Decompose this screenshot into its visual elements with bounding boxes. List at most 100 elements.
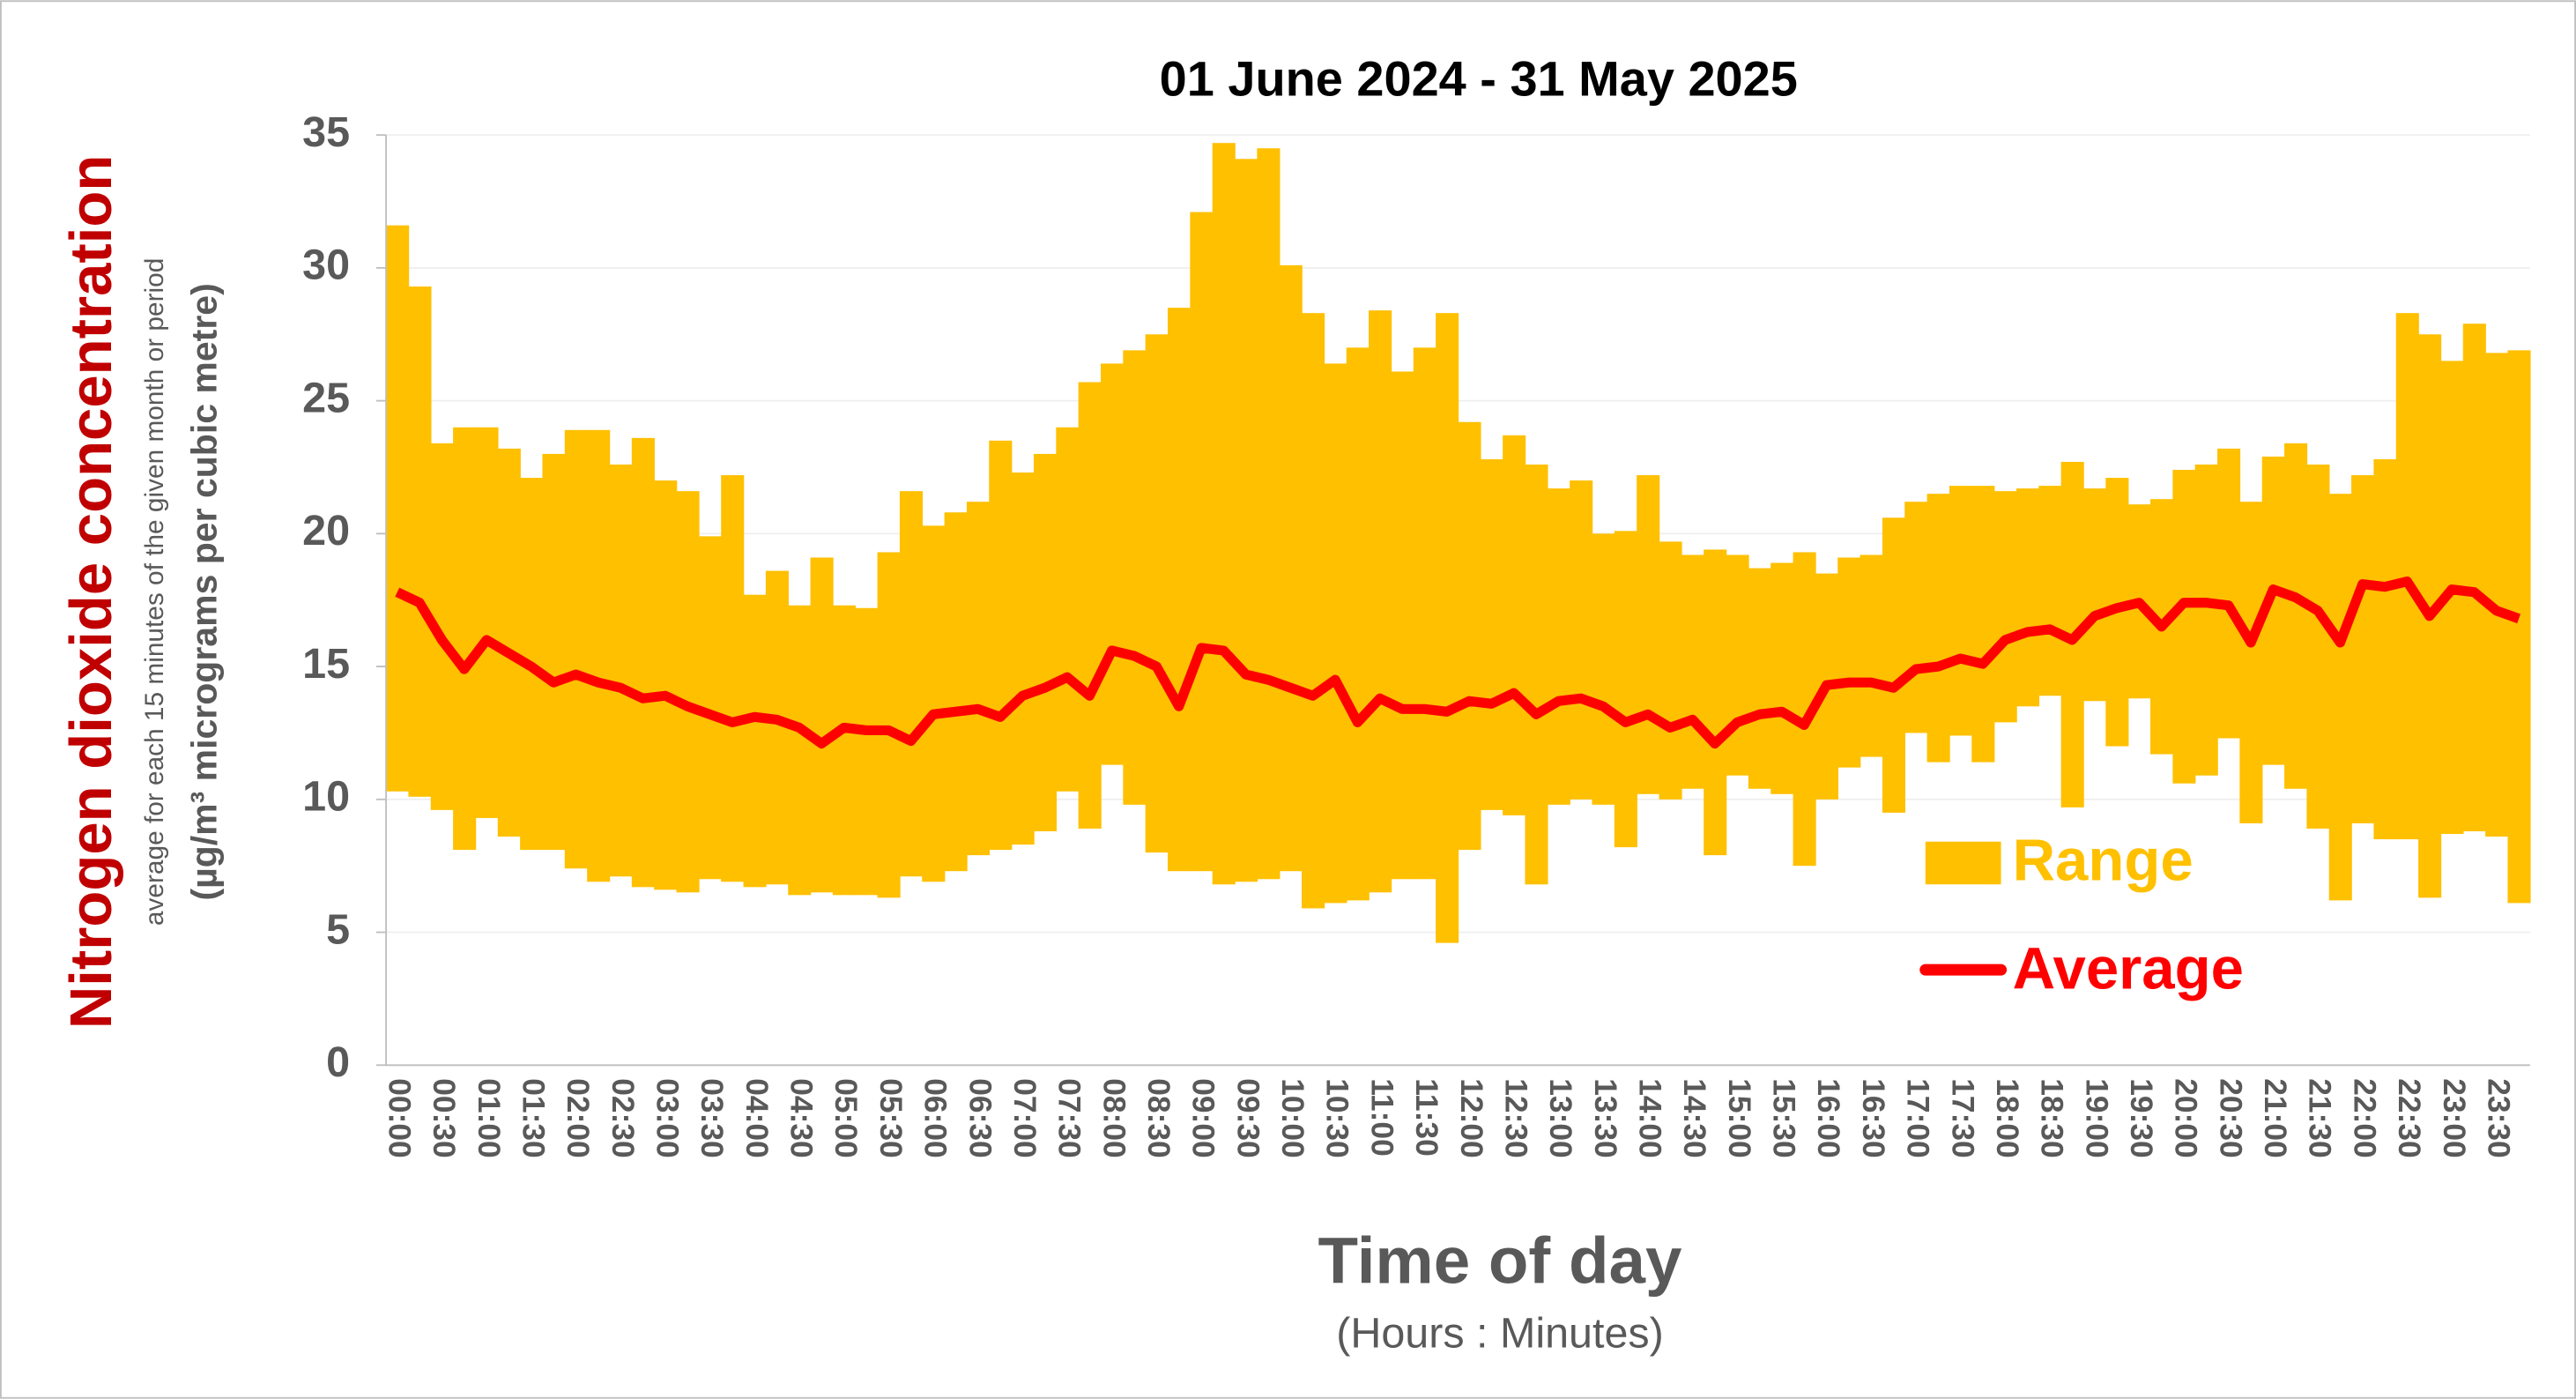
- range-bar: [721, 475, 745, 882]
- x-tick-label: 17:30: [1945, 1078, 1980, 1158]
- x-tick-label: 21:00: [2258, 1078, 2293, 1158]
- range-bar: [1993, 491, 2017, 723]
- y-tick-label: 5: [326, 905, 350, 953]
- range-bar: [2351, 475, 2375, 823]
- x-tick-label: 23:00: [2437, 1078, 2472, 1158]
- range-bar: [1033, 453, 1058, 831]
- range-bar: [1391, 371, 1414, 880]
- range-bar: [1324, 363, 1347, 904]
- range-bar: [1436, 313, 1459, 943]
- range-bar: [1949, 486, 1973, 736]
- range-bar: [1614, 531, 1637, 848]
- x-tick-label: 03:30: [694, 1078, 730, 1158]
- range-bar: [899, 491, 924, 877]
- range-bar: [386, 225, 410, 792]
- range-bar: [1748, 568, 1771, 789]
- y-subtitle: average for each 15 minutes of the given…: [140, 258, 169, 926]
- x-tick-label: 09:00: [1186, 1078, 1221, 1158]
- range-bar: [2239, 502, 2263, 823]
- y-units: (µg/m³ micrograms per cubic metre): [184, 283, 225, 900]
- x-tick-label: 19:30: [2124, 1078, 2159, 1158]
- x-tick-label: 15:00: [1722, 1078, 1757, 1158]
- range-bar: [1011, 473, 1035, 845]
- range-bar: [832, 605, 856, 896]
- x-tick-label: 14:00: [1632, 1078, 1667, 1158]
- range-bar: [542, 453, 566, 851]
- range-bar: [788, 605, 812, 896]
- legend-swatch: [1925, 841, 2001, 885]
- range-bar: [877, 552, 901, 898]
- range-bar: [1726, 554, 1749, 776]
- range-bar: [1190, 212, 1214, 872]
- range-bar: [1637, 475, 1660, 794]
- range-bar: [497, 448, 521, 837]
- x-tick-label: 04:30: [784, 1078, 820, 1158]
- x-tick-label: 16:00: [1811, 1078, 1846, 1158]
- x-tick-label: 11:30: [1409, 1078, 1444, 1157]
- range-bar: [966, 502, 991, 856]
- x-tick-label: 02:00: [560, 1078, 596, 1158]
- range-bar: [1346, 347, 1370, 901]
- range-bar: [1882, 517, 1906, 813]
- y-tick-label: 10: [302, 773, 350, 821]
- x-tick-label: 00:00: [382, 1078, 417, 1158]
- range-bar: [1078, 382, 1102, 829]
- range-bar: [1771, 562, 1794, 794]
- legend-label: Range: [2013, 828, 2194, 894]
- range-bar: [408, 286, 432, 797]
- x-tick-label: 13:30: [1588, 1078, 1623, 1158]
- x-tick-label: 20:00: [2169, 1078, 2204, 1158]
- range-bar: [1837, 557, 1861, 768]
- range-bar: [2395, 313, 2419, 840]
- range-bar: [1503, 435, 1526, 815]
- x-tick-label: 16:30: [1856, 1078, 1891, 1158]
- x-tick-label: 20:30: [2213, 1078, 2248, 1158]
- range-bar: [810, 557, 834, 893]
- range-bar: [2217, 448, 2241, 739]
- range-bar: [1168, 308, 1191, 872]
- range-bar: [944, 512, 968, 872]
- range-bar: [1100, 363, 1125, 765]
- x-tick-label: 10:30: [1320, 1078, 1355, 1158]
- chart-title: 01 June 2024 - 31 May 2025: [1160, 50, 1798, 106]
- x-tick-label: 05:00: [828, 1078, 864, 1158]
- range-bar: [1926, 494, 1950, 763]
- average-line: [395, 577, 2521, 749]
- x-tick-label: 07:30: [1052, 1078, 1088, 1158]
- x-tick-label: 17:00: [1901, 1078, 1936, 1158]
- x-tick-label: 08:30: [1141, 1078, 1177, 1158]
- range-bar: [1369, 310, 1392, 893]
- range-bar: [2194, 464, 2218, 776]
- range-bar: [1257, 148, 1281, 880]
- range-bar: [1659, 541, 1682, 800]
- range-bar: [2038, 486, 2062, 696]
- x-tick-label: 12:00: [1454, 1078, 1489, 1158]
- x-tick-label: 13:00: [1543, 1078, 1578, 1158]
- y-tick-label: 15: [302, 640, 350, 688]
- y-tick-label: 30: [302, 242, 350, 289]
- x-tick-label: 18:30: [2035, 1078, 2070, 1158]
- range-bar: [2462, 324, 2486, 831]
- range-bar: [922, 525, 946, 882]
- x-tick-label: 23:30: [2481, 1078, 2516, 1158]
- x-tick-label: 22:00: [2347, 1078, 2382, 1158]
- range-bar: [1056, 427, 1080, 792]
- range-bar: [631, 437, 655, 888]
- y-title: Nitrogen dioxide concentration: [58, 155, 124, 1030]
- range-bar: [2507, 350, 2531, 904]
- range-bar: [2485, 353, 2509, 837]
- x-tick-label: 02:30: [605, 1078, 641, 1158]
- x-tick-label: 12:30: [1498, 1078, 1533, 1158]
- legend-label: Average: [2013, 936, 2244, 1002]
- range-bar: [609, 464, 633, 877]
- x-tick-label: 10:00: [1275, 1078, 1310, 1158]
- x-tick-label: 15:30: [1767, 1078, 1802, 1158]
- x-tick-label: 09:30: [1230, 1078, 1266, 1158]
- range-bar: [676, 491, 700, 893]
- x-tick-label: 18:00: [1990, 1078, 2025, 1158]
- range-bar: [1413, 347, 1436, 880]
- x-tick-label: 22:30: [2392, 1078, 2427, 1158]
- range-bar: [1480, 458, 1503, 810]
- range-bar: [1971, 486, 1995, 763]
